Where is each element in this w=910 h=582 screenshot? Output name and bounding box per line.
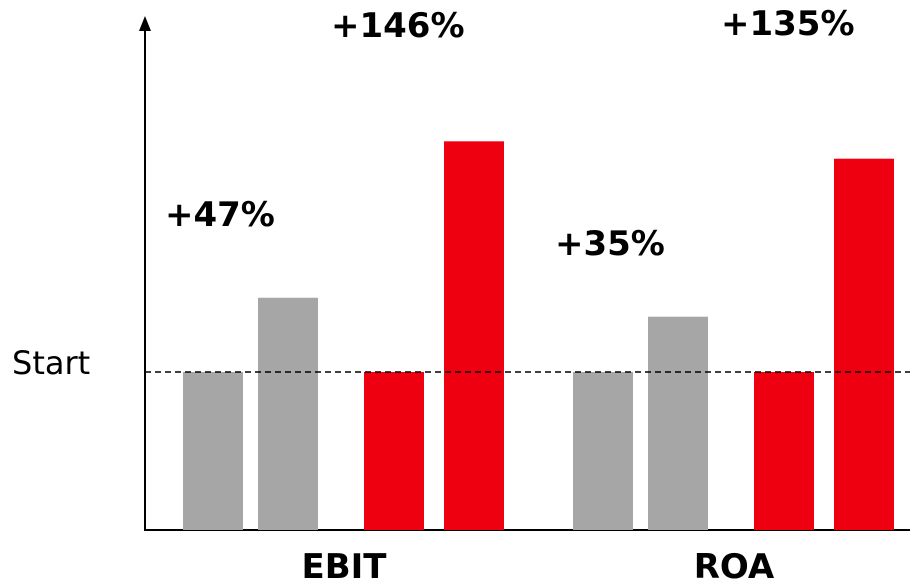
roa-red-increase-label: +135%	[721, 4, 855, 44]
bar-roa-2	[648, 316, 708, 530]
bar-ebit-2	[258, 297, 318, 530]
ebit-red-increase-label: +146%	[331, 6, 465, 46]
category-label-roa: ROA	[694, 547, 775, 582]
bar-roa-3	[754, 372, 814, 530]
ebit-gray-increase-label: +47%	[165, 195, 275, 235]
bar-roa-4	[834, 158, 894, 530]
bar-ebit-4	[444, 141, 504, 530]
start-label: Start	[12, 344, 90, 382]
bar-ebit-1	[183, 372, 243, 530]
y-axis-arrowhead	[139, 16, 151, 31]
bar-roa-1	[573, 372, 633, 530]
bar-ebit-3	[364, 372, 424, 530]
category-label-ebit: EBIT	[302, 547, 388, 582]
bars-layer	[183, 141, 894, 530]
roa-gray-increase-label: +35%	[555, 224, 665, 264]
